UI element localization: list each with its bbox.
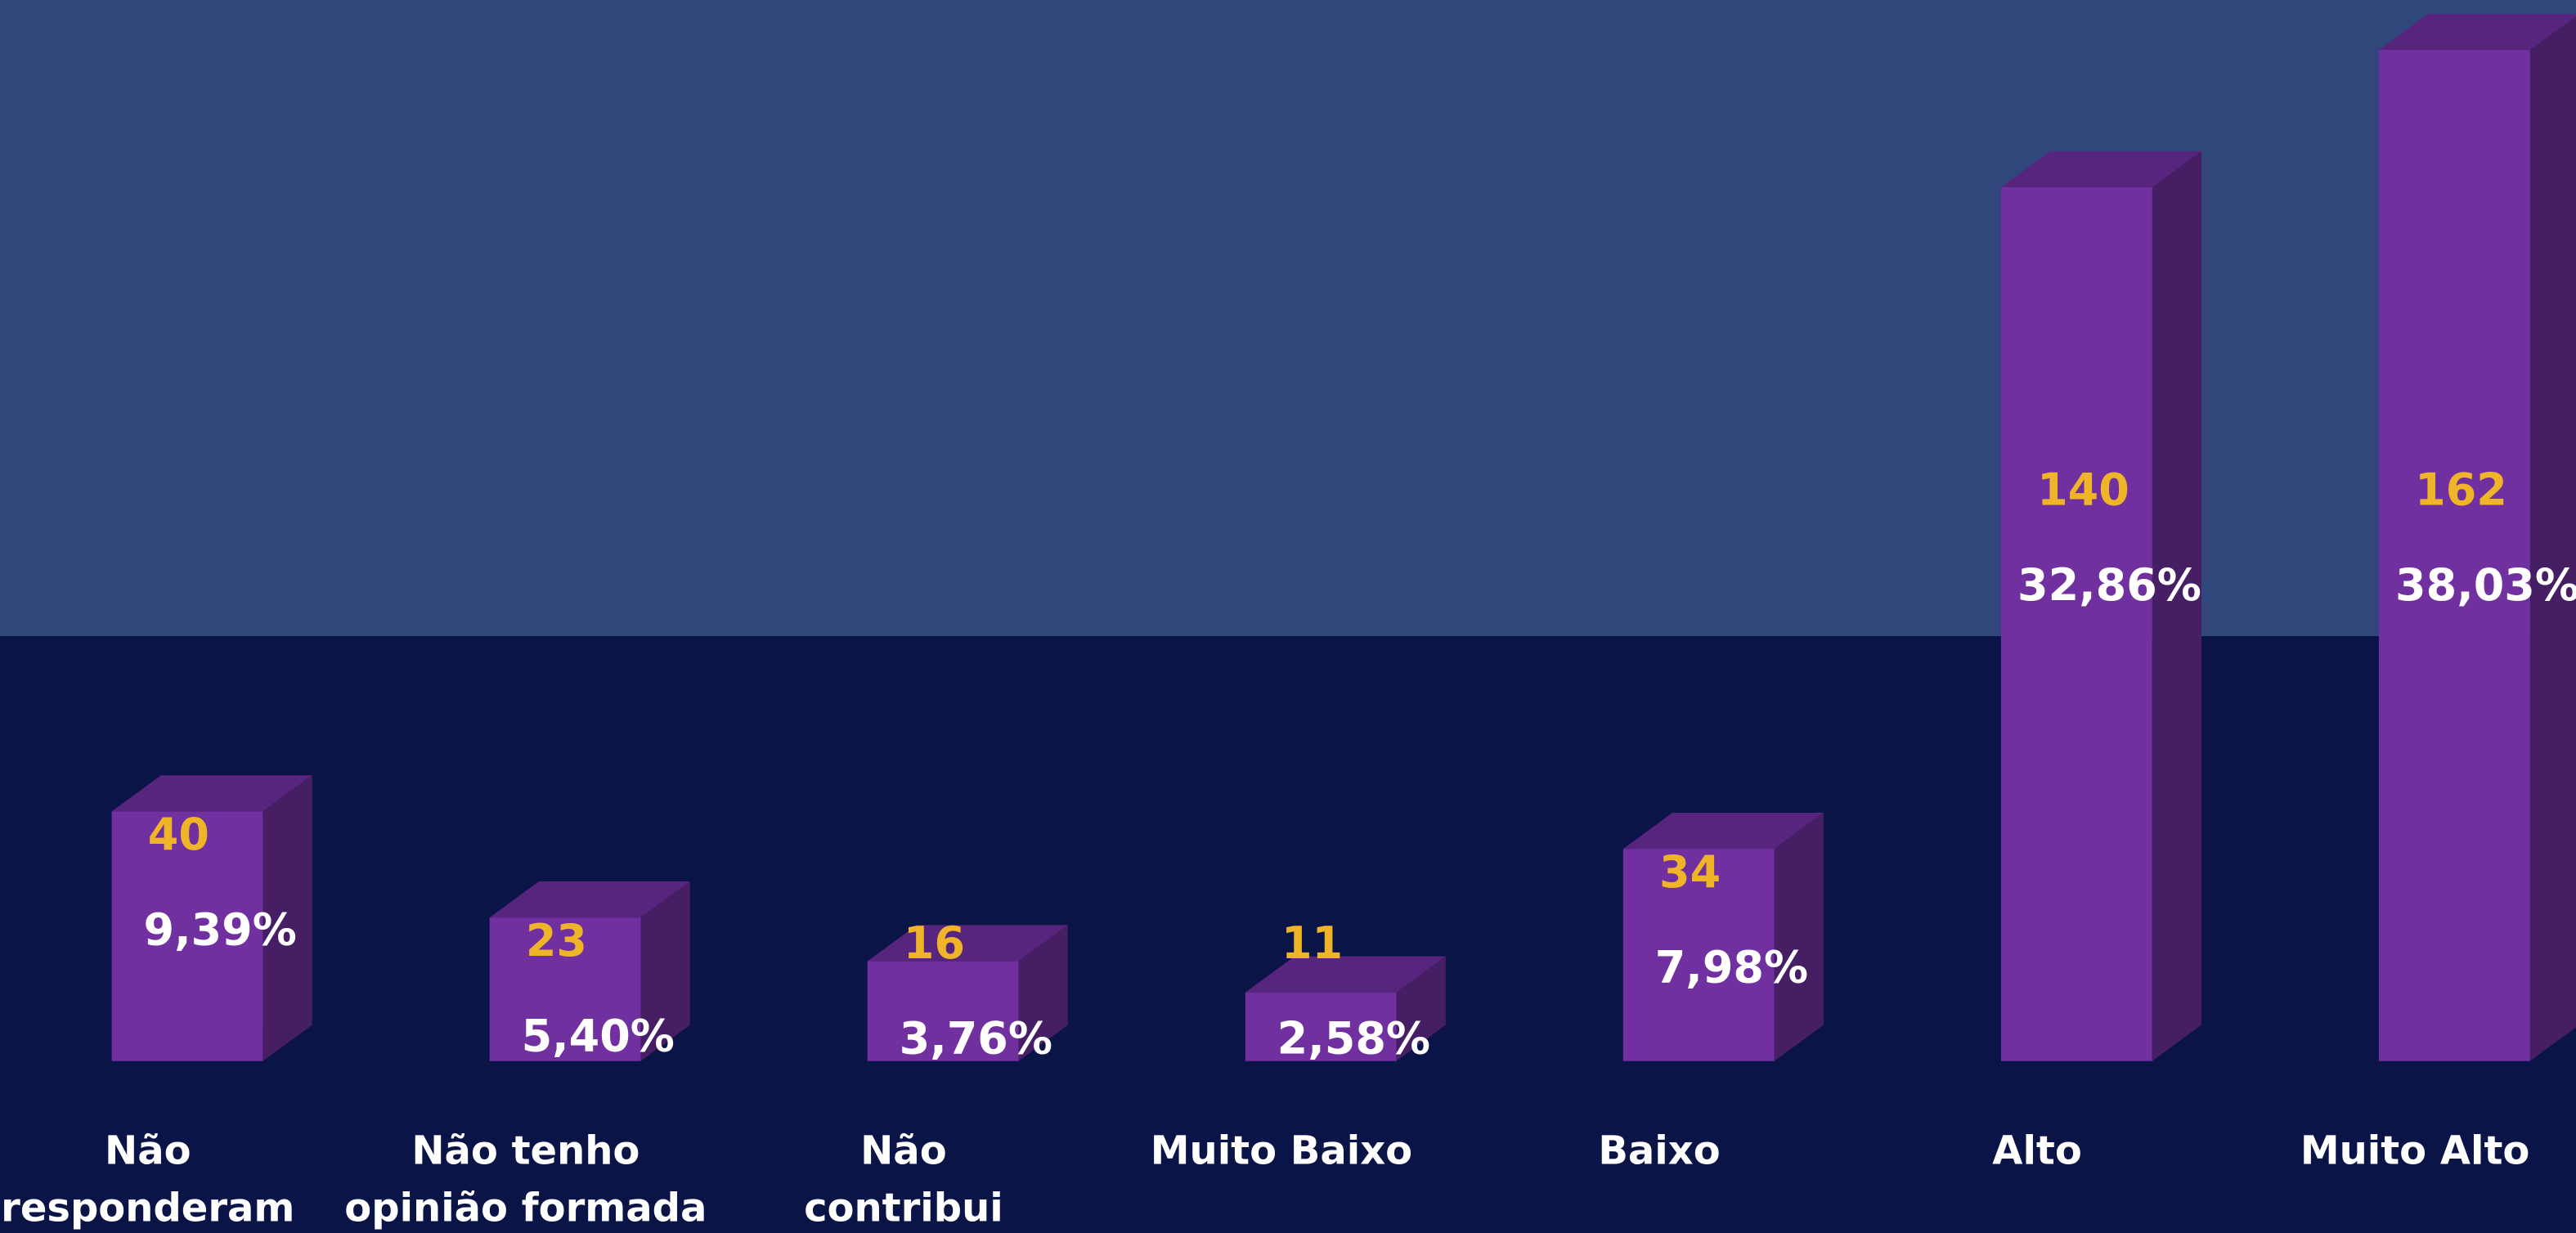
bar-side xyxy=(2530,14,2576,1061)
x-tick-label: Alto xyxy=(1992,1128,2082,1173)
label-line: Não tenho xyxy=(411,1128,640,1173)
bar xyxy=(2001,187,2152,1061)
percent-label: 7,98% xyxy=(1655,942,1808,993)
x-tick-label: Muito Alto xyxy=(2300,1128,2530,1173)
percent-label: 32,86% xyxy=(2017,559,2201,611)
value-label: 16 xyxy=(904,917,965,969)
value-label: 40 xyxy=(148,809,209,860)
x-tick-label: Baixo xyxy=(1598,1128,1720,1173)
percent-label: 2,58% xyxy=(1277,1012,1430,1064)
percent-label: 38,03% xyxy=(2395,559,2576,611)
label-line: contribui xyxy=(804,1185,1003,1231)
label-line: opinião formada xyxy=(344,1185,707,1231)
chart: 40 9,39% Não responderam 23 5,40% Não tenho opi… xyxy=(0,0,2576,1233)
percent-label: 3,76% xyxy=(900,1012,1052,1064)
page: 40 9,39% Não responderam 23 5,40% Não tenho opi… xyxy=(0,0,2576,1233)
bar xyxy=(2379,50,2530,1061)
label-line: responderam xyxy=(1,1185,294,1231)
label-line: Não xyxy=(105,1128,191,1173)
percent-label: 9,39% xyxy=(144,904,297,956)
value-label: 23 xyxy=(526,915,587,966)
value-label: 162 xyxy=(2415,464,2507,515)
label-line: Não xyxy=(860,1128,947,1173)
percent-label: 5,40% xyxy=(522,1010,675,1061)
x-tick-label: Muito Baixo xyxy=(1151,1128,1412,1173)
value-label: 11 xyxy=(1281,917,1343,969)
value-label: 140 xyxy=(2037,464,2129,515)
value-label: 34 xyxy=(1659,846,1721,898)
bar-side xyxy=(1775,813,1824,1061)
